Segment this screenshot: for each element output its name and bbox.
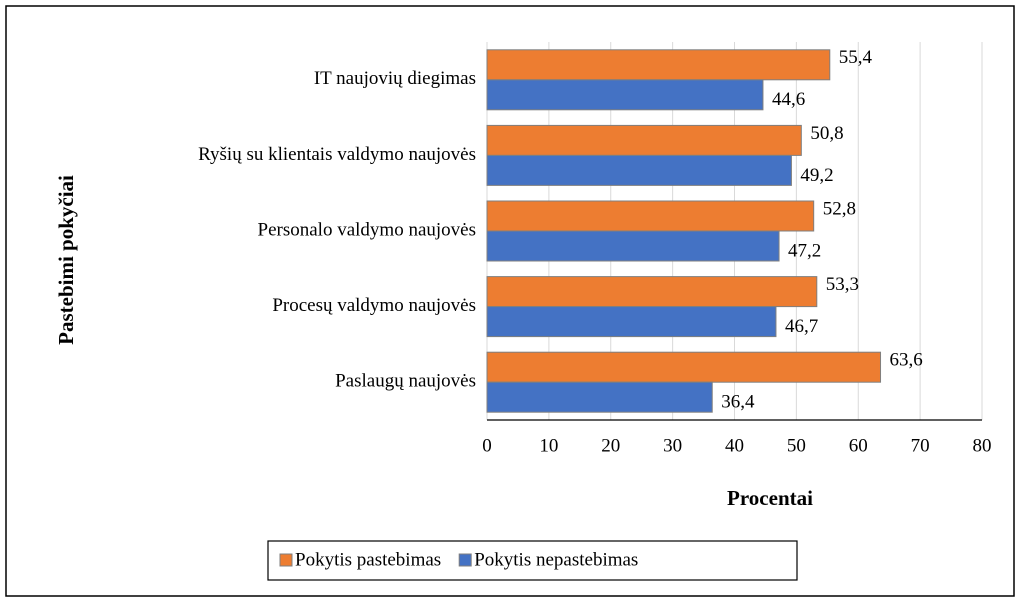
x-tick-label: 60: [849, 435, 868, 456]
bar: [486, 124, 802, 156]
bar: [486, 200, 815, 232]
y-tick-label: Paslaugų naujovės: [335, 371, 476, 392]
x-tick-label: 80: [973, 435, 992, 456]
bar: [486, 381, 713, 413]
y-tick-label: Personalo valdymo naujovės: [258, 219, 476, 240]
y-tick-label: Procesų valdymo naujovės: [272, 295, 476, 316]
bar: [486, 230, 780, 262]
legend-label: Pokytis pastebimas: [295, 549, 441, 570]
legend-box: [267, 540, 798, 581]
data-label: 53,3: [826, 274, 859, 295]
y-axis-title: Pastebimi pokyčiai: [54, 175, 78, 345]
data-label: 36,4: [721, 392, 755, 413]
x-axis-title: Procentai: [727, 486, 813, 510]
data-label: 55,4: [839, 47, 873, 68]
legend-swatch: [458, 553, 472, 567]
bar: [486, 351, 882, 383]
bar: [486, 276, 818, 308]
x-tick-label: 10: [539, 435, 558, 456]
x-tick-label: 40: [725, 435, 744, 456]
x-tick-label: 0: [482, 435, 492, 456]
data-label: 52,8: [823, 198, 856, 219]
data-label: 44,6: [772, 89, 805, 110]
y-tick-label: IT naujovių diegimas: [314, 68, 476, 89]
data-label: 46,7: [785, 316, 818, 337]
data-label: 47,2: [788, 240, 821, 261]
legend-label: Pokytis nepastebimas: [474, 549, 638, 570]
x-tick-label: 50: [787, 435, 806, 456]
legend-swatch: [279, 553, 293, 567]
y-tick-label: Ryšių su klientais valdymo naujovės: [198, 144, 476, 165]
bar: [486, 306, 777, 338]
data-label: 49,2: [800, 165, 833, 186]
data-label: 63,6: [890, 350, 923, 371]
bar: [486, 79, 764, 111]
bar: [486, 154, 792, 186]
x-tick-label: 30: [663, 435, 682, 456]
x-tick-label: 70: [911, 435, 930, 456]
bar: [486, 49, 831, 81]
data-label: 50,8: [810, 123, 843, 144]
x-tick-label: 20: [601, 435, 620, 456]
